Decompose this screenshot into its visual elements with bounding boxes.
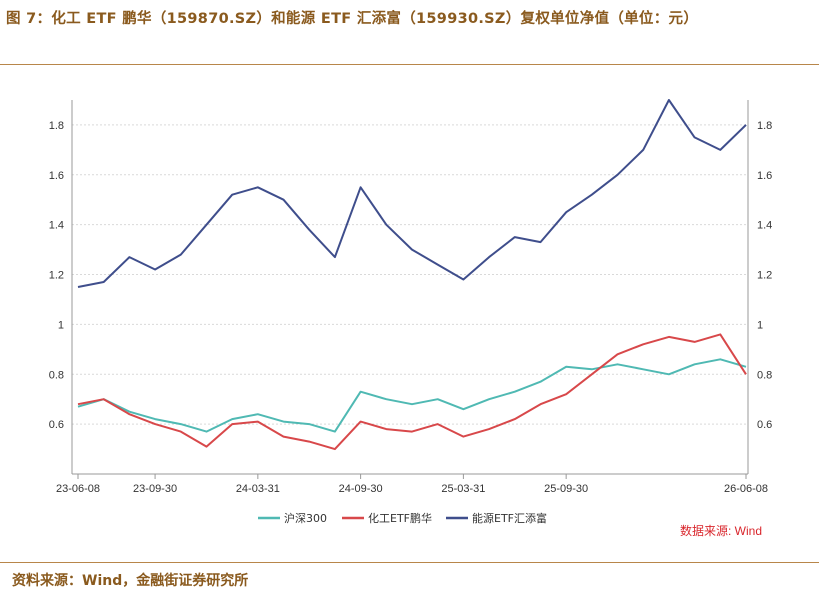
title-divider — [0, 64, 819, 65]
chart-title: 图 7：化工 ETF 鹏华（159870.SZ）和能源 ETF 汇添富（1599… — [6, 11, 699, 27]
y-tick-right: 1 — [757, 319, 763, 331]
x-tick-label: 24-03-31 — [236, 483, 280, 495]
y-tick-right: 1.6 — [757, 170, 772, 182]
y-tick-right: 0.8 — [757, 369, 772, 381]
x-tick-label: 26-06-08 — [724, 483, 768, 495]
y-tick-left: 1.4 — [49, 220, 64, 232]
footer-divider — [0, 562, 819, 563]
x-tick-label: 23-09-30 — [133, 483, 177, 495]
legend-label: 化工ETF鹏华 — [368, 511, 432, 525]
data-source-note: 数据来源: Wind — [680, 524, 763, 538]
series-line-2 — [77, 99, 747, 288]
y-tick-right: 1.2 — [757, 270, 772, 282]
legend: 沪深300 化工ETF鹏华 能源ETF汇添富 — [258, 511, 547, 525]
gridlines — [72, 124, 748, 425]
axes — [71, 100, 749, 475]
footer-source: 资料来源：Wind，金融街证券研究所 — [12, 573, 249, 589]
x-tick-label: 25-03-31 — [441, 483, 485, 495]
y-tick-left: 0.8 — [49, 369, 64, 381]
legend-label: 沪深300 — [284, 511, 327, 525]
x-axis-ticks: 23-06-08 23-09-30 24-03-31 24-09-30 25-03-31… — [56, 474, 768, 495]
x-tick-label: 25-09-30 — [544, 483, 588, 495]
series-lines — [77, 99, 747, 451]
y-tick-left: 0.6 — [49, 419, 64, 431]
series-line-0 — [77, 358, 747, 433]
x-tick-label: 24-09-30 — [339, 483, 383, 495]
y-axis-right-ticks: 0.6 0.8 1 1.2 1.4 1.6 1.8 — [757, 120, 772, 431]
legend-label: 能源ETF汇添富 — [472, 511, 547, 525]
y-tick-left: 1 — [58, 319, 64, 331]
y-axis-left-ticks: 0.6 0.8 1 1.2 1.4 1.6 1.8 — [49, 120, 64, 431]
y-tick-left: 1.6 — [49, 170, 64, 182]
y-tick-right: 1.8 — [757, 120, 772, 132]
y-tick-right: 0.6 — [757, 419, 772, 431]
y-tick-right: 1.4 — [757, 220, 772, 232]
y-tick-left: 1.8 — [49, 120, 64, 132]
y-tick-left: 1.2 — [49, 270, 64, 282]
series-line-1 — [77, 333, 747, 451]
x-tick-label: 23-06-08 — [56, 483, 100, 495]
